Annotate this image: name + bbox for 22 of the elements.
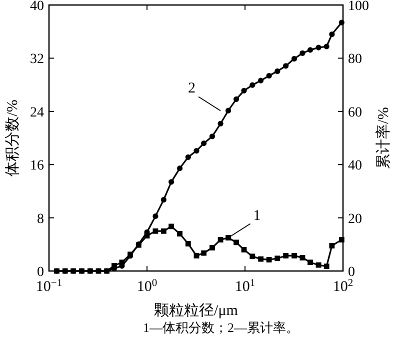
x-tick-label: 10$^{1}$ (234, 278, 256, 295)
y2-tick-label: 40 (348, 158, 362, 174)
annotation: 2 (188, 80, 196, 97)
x-tick-label: 10$^{0}$ (136, 278, 158, 295)
x-tick-label: 10$^{−1}$ (36, 278, 62, 295)
y2-tick-label: 80 (348, 52, 362, 68)
y-tick-label: 8 (37, 212, 44, 227)
y-tick-label: 0 (37, 265, 44, 280)
y-tick-label: 40 (30, 0, 44, 14)
y2-tick-label: 0 (348, 265, 355, 280)
text: 1—体积分数；2—累计率。 (143, 320, 299, 335)
y-tick-label: 32 (30, 52, 44, 68)
y2-tick-label: 20 (348, 212, 362, 227)
x-axis-title: 颗粒粒径/μm (154, 303, 238, 319)
annotation: 1 (253, 208, 261, 224)
x-tick-label: 10$^{2}$ (332, 278, 354, 295)
y2-axis-title: 累计率/% (375, 107, 392, 169)
y2-tick-label: 100 (348, 0, 369, 14)
y-tick-label: 24 (30, 105, 44, 120)
y-tick-label: 16 (30, 158, 44, 174)
y2-tick-label: 60 (348, 105, 362, 120)
y-axis-title: 体积分数/% (4, 100, 21, 176)
